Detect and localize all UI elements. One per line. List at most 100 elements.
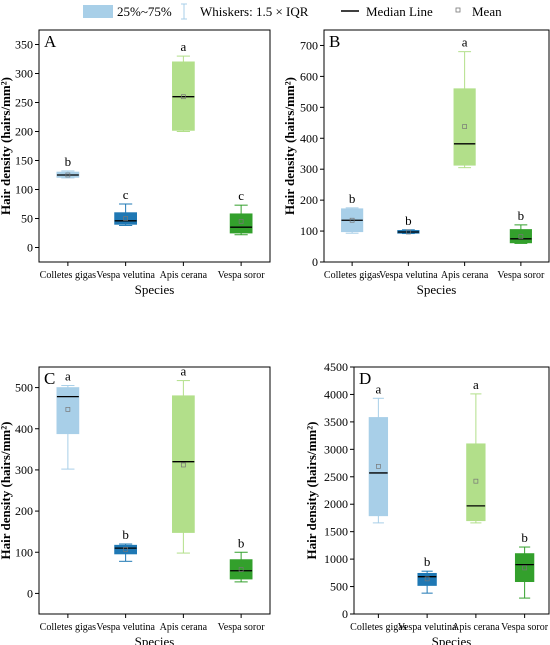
significance-letter: b xyxy=(424,554,431,569)
iqr-box xyxy=(368,417,389,517)
iqr-box xyxy=(56,387,80,435)
panel-d: 0 500 1000 1500 2000 2500 3000 3500 4000 4500 Hair… xyxy=(304,360,550,645)
panel-label: D xyxy=(359,369,371,388)
box-vespa-soror: b xyxy=(509,208,532,244)
box-colletes-gigas: a xyxy=(56,369,80,470)
y-tick-label: 200 xyxy=(15,125,33,139)
y-tick-label: 500 xyxy=(15,381,33,395)
significance-letter: b xyxy=(518,208,525,223)
mean-marker xyxy=(181,94,186,100)
mean-marker xyxy=(181,462,186,468)
mean-marker xyxy=(522,565,527,571)
box-vespa-soror: c xyxy=(229,188,253,236)
panel-label: C xyxy=(44,369,55,388)
iqr-box xyxy=(114,544,137,555)
y-tick-label: 300 xyxy=(300,162,318,176)
mean-marker xyxy=(462,124,467,129)
iqr-box xyxy=(172,395,195,533)
y-axis-label: Hair density (hairs/mm²) xyxy=(304,422,319,560)
plot-frame xyxy=(353,366,550,615)
y-tick-label: 50 xyxy=(21,212,33,226)
significance-letter: a xyxy=(65,369,71,384)
x-tick-label: Apis cerana xyxy=(160,270,208,281)
mean-marker xyxy=(518,234,524,239)
significance-letter: c xyxy=(123,187,129,202)
y-tick-label: 3000 xyxy=(324,442,348,456)
iqr-box xyxy=(453,88,476,166)
panel-label: A xyxy=(44,32,57,51)
x-tick-label: Vespa soror xyxy=(218,270,266,281)
mean-marker xyxy=(123,216,128,221)
y-tick-label: 4000 xyxy=(324,387,348,401)
y-tick-label: 2000 xyxy=(324,497,348,511)
y-tick-label: 0 xyxy=(312,255,318,269)
y-tick-label: 250 xyxy=(15,96,33,110)
y-tick-label: 500 xyxy=(330,580,348,594)
significance-letter: b xyxy=(122,527,129,542)
legend-mean-swatch xyxy=(455,7,461,13)
box-colletes-gigas: a xyxy=(368,381,389,524)
y-tick-label: 400 xyxy=(300,131,318,145)
y-tick-label: 600 xyxy=(300,69,318,83)
y-tick-label: 700 xyxy=(300,38,318,52)
panel-c: 0 100 200 300 400 500 Hair density (hairs/mm²)… xyxy=(0,364,271,645)
mean-marker xyxy=(238,219,244,224)
box-vespa-velutina: b xyxy=(397,213,420,235)
significance-letter: b xyxy=(521,530,528,545)
x-tick-label: Vespa velutina xyxy=(398,622,457,633)
legend: 25%~75% Whiskers: 1.5 × IQR Median Line … xyxy=(83,3,502,20)
y-tick-label: 100 xyxy=(15,183,33,197)
y-tick-label: 0 xyxy=(27,586,33,600)
plot-frame xyxy=(38,29,271,263)
mean-marker xyxy=(65,172,71,178)
y-tick-label: 500 xyxy=(300,100,318,114)
significance-letter: b xyxy=(349,191,356,206)
mean-marker xyxy=(473,478,479,484)
significance-letter: a xyxy=(180,364,186,379)
y-tick-label: 350 xyxy=(15,38,33,52)
iqr-box xyxy=(509,229,532,244)
iqr-box xyxy=(229,559,253,580)
y-tick-label: 200 xyxy=(300,193,318,207)
iqr-box xyxy=(514,553,535,583)
y-tick-label: 1500 xyxy=(324,525,348,539)
significance-letter: b xyxy=(405,213,412,228)
mean-marker xyxy=(238,567,244,572)
y-tick-label: 100 xyxy=(15,545,33,559)
significance-letter: a xyxy=(462,35,468,50)
x-tick-label: Vespa soror xyxy=(218,622,266,633)
significance-letter: c xyxy=(238,188,244,203)
significance-letter: a xyxy=(375,381,381,396)
x-tick-label: Vespa velutina xyxy=(379,270,438,281)
box-vespa-velutina: b xyxy=(114,527,137,562)
iqr-box xyxy=(114,212,137,225)
box-colletes-gigas: b xyxy=(341,191,364,234)
plot-frame xyxy=(38,366,271,615)
x-tick-label: Apis cerana xyxy=(160,622,208,633)
legend-box-swatch xyxy=(83,5,113,18)
y-axis-label: Hair density (hairs/mm²) xyxy=(0,422,13,560)
mean-marker xyxy=(123,547,128,552)
box-vespa-velutina: b xyxy=(417,554,437,594)
box-vespa-velutina: c xyxy=(114,187,137,226)
x-tick-label: Apis cerana xyxy=(452,622,500,633)
x-tick-label: Vespa soror xyxy=(497,270,545,281)
legend-mean-label: Mean xyxy=(472,4,502,19)
significance-letter: b xyxy=(238,535,245,550)
y-tick-label: 0 xyxy=(342,607,348,621)
y-tick-label: 300 xyxy=(15,67,33,81)
box-colletes-gigas: b xyxy=(56,154,80,179)
box-apis-cerana: a xyxy=(172,364,195,554)
mean-marker xyxy=(349,217,355,223)
significance-letter: a xyxy=(473,377,479,392)
mean-marker xyxy=(65,407,71,412)
box-vespa-soror: b xyxy=(514,530,535,599)
x-tick-label: Colletes gigas xyxy=(40,270,96,281)
mean-marker xyxy=(406,229,411,235)
y-axis-label: Hair density (hairs/mm²) xyxy=(0,77,13,215)
box-apis-cerana: a xyxy=(453,35,476,169)
mean-marker xyxy=(424,576,430,582)
legend-median-label: Median Line xyxy=(366,4,433,19)
y-tick-label: 0 xyxy=(27,241,33,255)
